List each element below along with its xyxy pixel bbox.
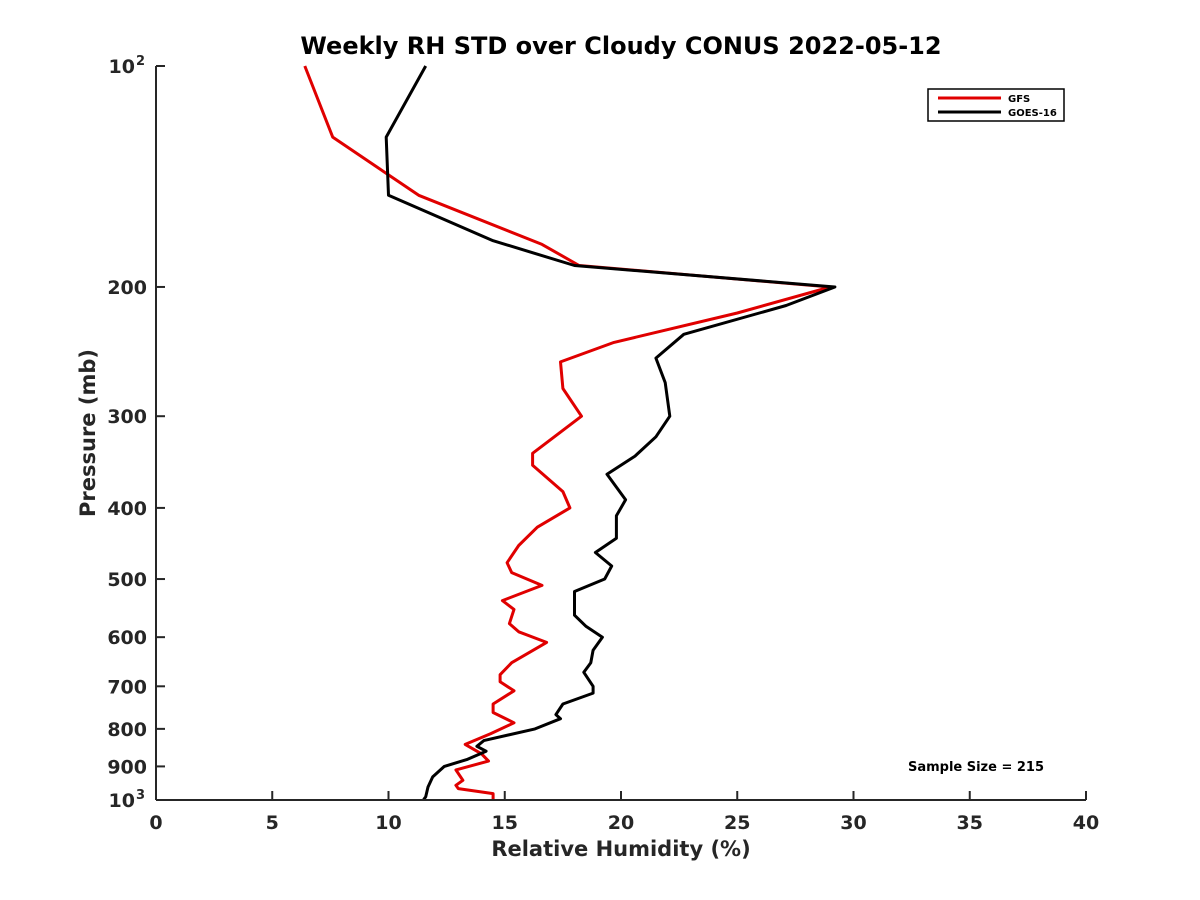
y-tick-exponent: 2: [136, 54, 145, 69]
y-tick-label: 300: [107, 406, 147, 428]
x-tick-label: 40: [1073, 812, 1099, 834]
x-tick-label: 20: [608, 812, 634, 834]
y-tick-label: 800: [107, 719, 147, 741]
y-tick-label: 500: [107, 569, 147, 591]
x-tick-label: 15: [492, 812, 518, 834]
x-axis-label: Relative Humidity (%): [491, 837, 750, 861]
x-tick-label: 30: [840, 812, 866, 834]
series-line-0: [303, 65, 832, 800]
x-tick-label: 10: [375, 812, 401, 834]
chart-title: Weekly RH STD over Cloudy CONUS 2022-05-…: [300, 32, 941, 60]
legend-label-1: GOES-16: [1008, 108, 1057, 119]
legend-box: [927, 88, 1065, 122]
x-tick-label: 0: [149, 812, 162, 834]
legend-label-0: GFS: [1008, 94, 1030, 105]
y-axis-label: Pressure (mb): [76, 349, 100, 517]
y-tick-label: 700: [107, 676, 147, 698]
x-tick-label: 25: [724, 812, 750, 834]
y-tick-label: 400: [107, 498, 147, 520]
y-tick-exponent: 3: [136, 788, 145, 803]
legend: GFS GOES-16: [927, 88, 1065, 122]
y-tick-label: 600: [107, 627, 147, 649]
y-tick-label: 200: [107, 277, 147, 299]
sample-size-annotation: Sample Size = 215: [908, 760, 1044, 775]
y-tick-label: 900: [107, 756, 147, 778]
y-tick-label: 10: [109, 56, 135, 78]
x-axis-ticks: 0 5 10 15 20 25 30 35 40: [149, 791, 1099, 834]
x-tick-label: 35: [957, 812, 983, 834]
y-tick-label: 10: [109, 790, 135, 812]
series-layer: [303, 65, 837, 801]
x-tick-label: 5: [266, 812, 279, 834]
series-line-1: [384, 65, 837, 801]
